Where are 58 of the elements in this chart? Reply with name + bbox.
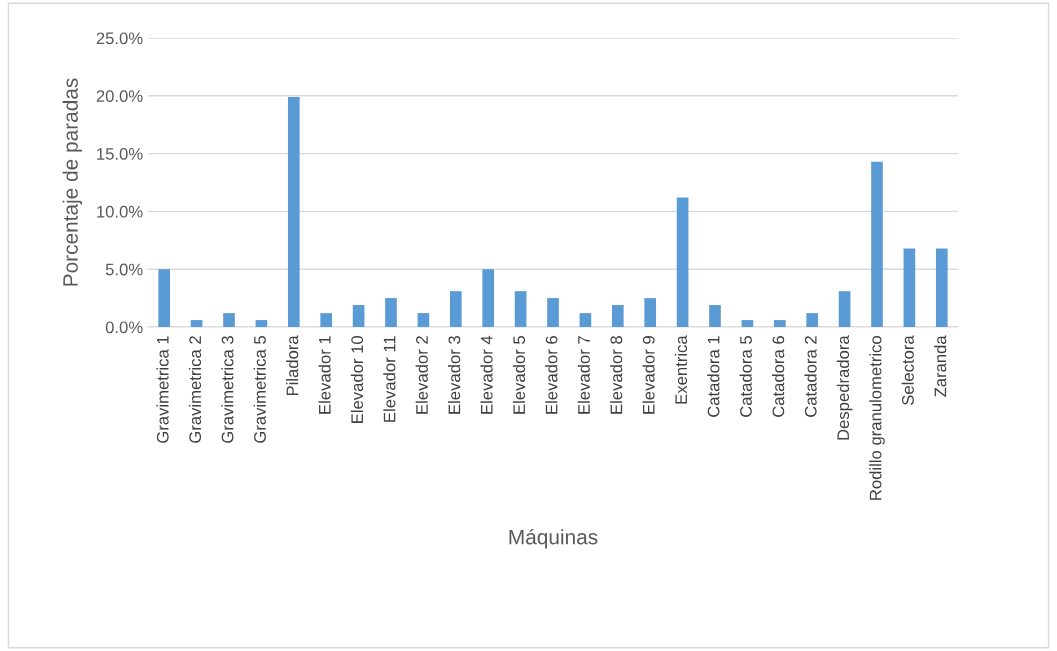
x-tick-label: Gravimetrica 5 xyxy=(253,336,266,443)
bar xyxy=(935,248,948,327)
x-tick-label: Zaranda xyxy=(934,335,947,397)
x-tick-label: Gravimetrica 1 xyxy=(156,336,169,443)
y-tick-label: 0.0% xyxy=(105,321,143,334)
x-tick-label: Elevador 2 xyxy=(415,336,428,414)
x-tick-label: Catadora 2 xyxy=(804,336,817,417)
x-tick-label: Catadora 6 xyxy=(772,336,785,417)
bar xyxy=(385,298,397,327)
bar xyxy=(903,248,916,327)
bar xyxy=(158,269,171,327)
x-tick-label: Catadora 5 xyxy=(739,336,752,417)
bar xyxy=(514,291,527,327)
bar xyxy=(676,197,689,327)
bar xyxy=(806,313,819,327)
x-tick-label: Catadora 1 xyxy=(707,336,720,417)
bar xyxy=(255,320,268,327)
bar xyxy=(579,313,592,327)
x-tick-label: Elevador 3 xyxy=(448,336,461,414)
x-tick-label: Elevador 6 xyxy=(545,336,558,414)
y-axis-title: Porcentaje de paradas xyxy=(62,78,82,286)
bar xyxy=(417,313,430,327)
bar xyxy=(320,313,333,327)
bar xyxy=(449,291,462,327)
bar xyxy=(547,298,559,327)
bar xyxy=(352,305,365,327)
x-tick-label: Elevador 1 xyxy=(318,336,331,414)
bar xyxy=(773,320,786,327)
x-tick-label: Elevador 8 xyxy=(610,336,623,414)
y-tick-label: 10.0% xyxy=(97,205,143,218)
bar xyxy=(611,305,624,327)
bar xyxy=(709,305,721,327)
bar xyxy=(838,291,851,327)
x-tick-label: Elevador 11 xyxy=(383,336,396,422)
bar xyxy=(741,320,754,327)
bar xyxy=(223,313,235,327)
bar xyxy=(482,269,495,327)
x-tick-label: Gravimetrica 2 xyxy=(188,336,202,443)
x-tick-label: Elevador 5 xyxy=(512,336,526,414)
y-tick-label: 5.0% xyxy=(105,263,143,276)
x-tick-label: Piladora xyxy=(286,335,299,396)
y-tick-label: 15.0% xyxy=(97,148,143,160)
x-tick-label: Selectora xyxy=(901,335,914,405)
bar xyxy=(190,320,203,327)
x-axis-title: Máquinas xyxy=(509,528,598,549)
x-tick-label: Despedradora xyxy=(836,335,853,440)
y-tick-label: 20.0% xyxy=(96,90,143,102)
x-tick-label: Elevador 4 xyxy=(480,335,493,414)
x-tick-label: Exentrica xyxy=(674,335,688,404)
bar xyxy=(871,161,883,327)
x-tick-label: Elevador 7 xyxy=(577,336,590,414)
bar xyxy=(287,96,300,327)
x-tick-label: Elevador 9 xyxy=(642,336,655,414)
x-tick-label: Elevador 10 xyxy=(350,335,364,423)
y-tick-label: 25.0% xyxy=(96,32,143,45)
x-tick-label: Rodillo granulometrico xyxy=(869,336,885,500)
x-tick-label: Gravimetrica 3 xyxy=(221,336,234,443)
bar xyxy=(644,298,657,327)
